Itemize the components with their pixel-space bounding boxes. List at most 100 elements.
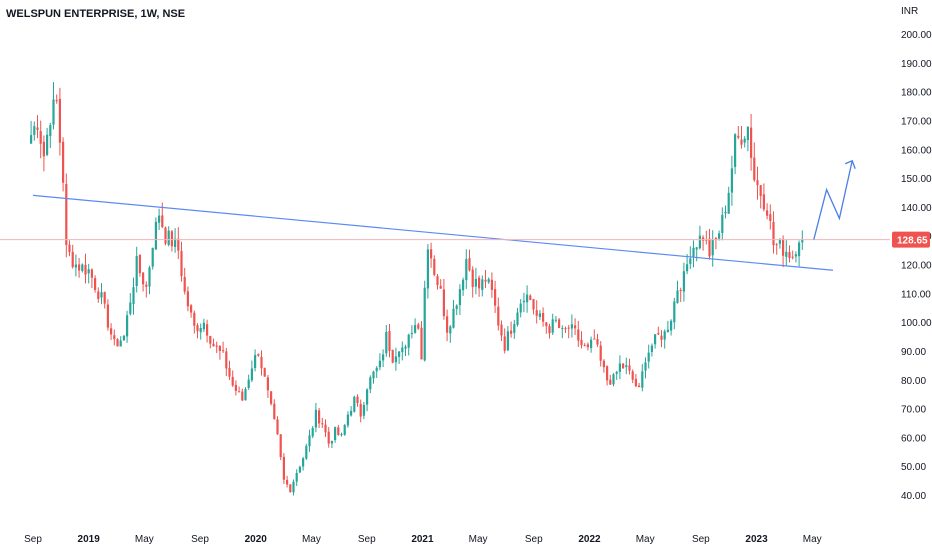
candle-body [561,328,564,330]
candle-body [766,210,769,216]
candle-body [135,256,138,286]
candle-body [708,238,711,257]
candle-body [743,138,746,143]
candle-body [535,310,538,316]
candle-body [375,367,378,372]
candle-body [478,277,481,289]
candle-body [199,327,202,333]
candle-body [644,362,647,371]
candle-body [660,335,663,340]
candle-body [404,346,407,349]
candle-body [554,319,557,321]
candle-body [666,329,669,332]
candle-body [698,235,701,249]
x-tick-label: 2022 [578,534,601,545]
candle-body [545,322,548,327]
candle-body [292,481,295,493]
projection-arrow[interactable] [813,160,853,240]
y-tick-label: 50.00 [901,462,926,473]
candle-body [231,376,234,386]
candle-body [167,230,170,245]
candle-body [414,325,417,333]
candle-body [337,427,340,435]
candle-body [350,410,353,416]
projection-arrow-head [844,159,856,170]
candle-body [209,336,212,344]
candle-body [762,194,765,210]
candle-body [532,299,535,310]
chart-title: WELSPUN ENTERPRISE, 1W, NSE [6,8,186,20]
candle-body [730,168,733,193]
candle-body [590,339,593,349]
candle-body [52,99,55,125]
candle-body [663,331,666,340]
candle-body [679,290,682,292]
candle-body [516,312,519,325]
candle-body [439,285,442,289]
candle-body [574,325,577,329]
x-tick-label: May [135,534,154,545]
candle-body [260,356,263,369]
candle-body [622,363,625,369]
last-price-tag: 128.65 [892,231,930,248]
candle-body [190,305,193,313]
candle-body [631,371,634,380]
candle-body [148,267,151,287]
candle-body [769,214,772,221]
candle-body [638,385,641,388]
candle-body [474,279,477,287]
candle-body [164,227,167,244]
candle-body [270,391,273,404]
candle-body [65,184,68,246]
y-tick-label: 40.00 [901,491,926,502]
candle-body [778,239,781,244]
candle-body [369,377,372,390]
candle-body [718,233,721,239]
candle-body [471,269,474,288]
candle-body [334,427,337,441]
candle-body [196,325,199,332]
candle-body [154,221,157,250]
candle-body [522,300,525,303]
candle-body [526,294,529,303]
candle-body [567,327,570,329]
candle-body [430,249,433,259]
x-tick-label: Sep [692,534,710,545]
candle-body [55,100,58,102]
candle-body [487,279,490,283]
candle-body [721,214,724,234]
candle-body [612,374,615,385]
candle-body [759,185,762,197]
candle-body [458,289,461,306]
candle-body [324,424,327,433]
candle-body [346,414,349,426]
candle-body [650,345,653,352]
x-tick-label: May [803,534,822,545]
candle-body [426,249,429,289]
candle-body [42,141,45,157]
candle-body [599,345,602,361]
candle-body [279,434,282,458]
candle-body [222,350,225,352]
y-tick-label: 70.00 [901,405,926,416]
candle-body [228,367,231,377]
candle-body [682,271,685,292]
x-tick-label: May [636,534,655,545]
candle-body [39,131,42,144]
trendline[interactable] [32,194,834,271]
candle-body [87,269,90,274]
candle-body [36,127,39,130]
candle-body [782,238,785,256]
candle-body [151,247,154,267]
candle-body [711,239,714,256]
candle-body [734,134,737,167]
y-tick-label: 180.00 [901,88,932,99]
candle-body [692,247,695,257]
candle-body [289,484,292,493]
candle-body [401,347,404,353]
candle-body [250,368,253,381]
candle-body [311,428,314,437]
candle-body [689,258,692,264]
y-axis: INR 200.00 190.00 180.00 170.00 160.00 150.00… [901,6,932,502]
